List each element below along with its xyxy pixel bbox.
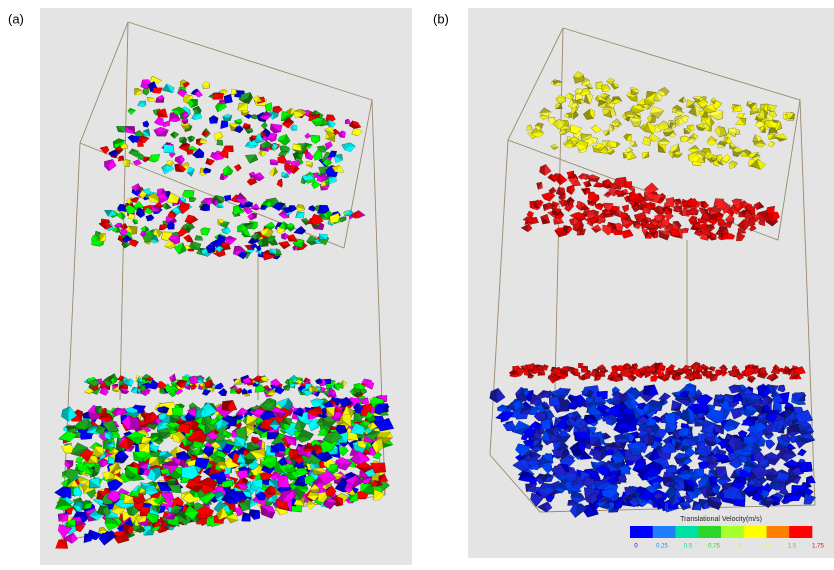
page: {"panels": [{"label": "(a)"}, {"label": … xyxy=(0,0,834,565)
panel-label: (a) xyxy=(8,11,24,26)
panel-label: (b) xyxy=(433,11,449,26)
figure: (a) (b) Translational Velocity(m/s) 00.2… xyxy=(0,0,834,565)
